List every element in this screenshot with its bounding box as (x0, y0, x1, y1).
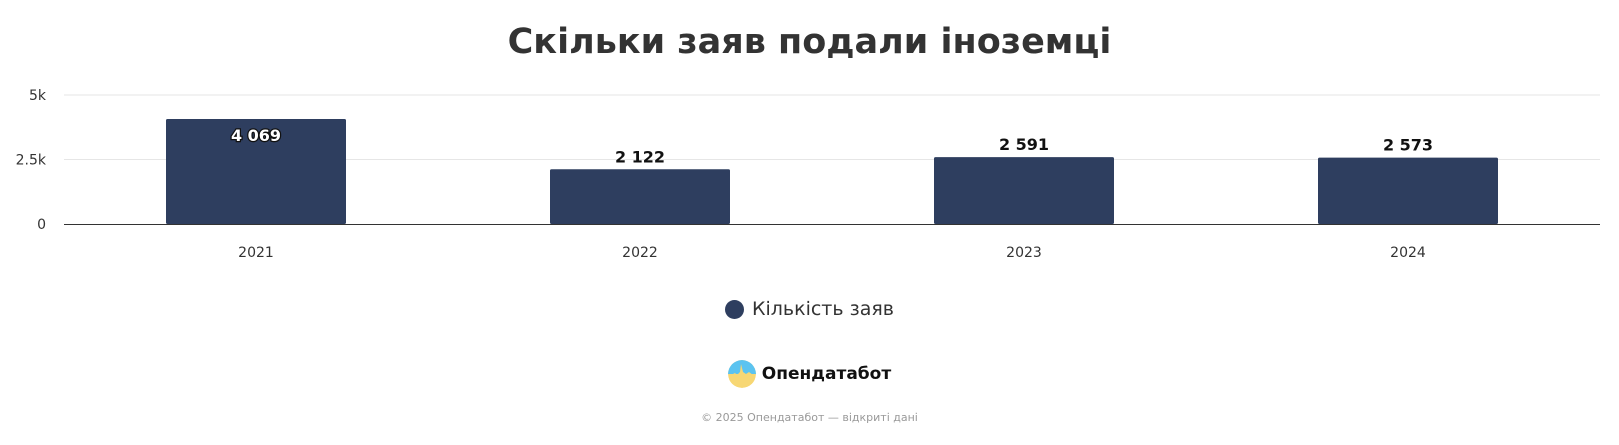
legend-label: Кількість заяв (752, 298, 894, 320)
data-label: 4 069 (231, 126, 281, 145)
data-label: 2 573 (1383, 136, 1433, 155)
bar (166, 119, 346, 224)
bar (934, 157, 1114, 224)
data-label: 2 122 (615, 147, 665, 166)
bar (1318, 157, 1498, 224)
y-tick-label: 0 (37, 217, 46, 233)
x-tick-label: 2022 (622, 245, 658, 261)
y-tick-label: 2.5k (16, 153, 47, 169)
x-tick-label: 2021 (238, 245, 274, 261)
bar (550, 169, 730, 224)
legend[interactable]: Кількість заяв (0, 298, 1619, 320)
legend-marker (725, 299, 744, 319)
opendatabot-logo-icon (727, 360, 756, 388)
brand-name: Опендатабот (761, 364, 892, 384)
x-tick-label: 2024 (1390, 245, 1426, 261)
data-label: 2 591 (999, 135, 1049, 154)
chart-title: Скільки заяв подали іноземці (507, 22, 1112, 62)
x-tick-label: 2023 (1006, 245, 1042, 261)
bar-chart: 0 2.5k 5k 4 069 2021 2 122 2022 2 591 2023 2 573 2… (16, 88, 1600, 261)
footer-copyright: © 2025 Опендатабот — відкриті дані (701, 411, 918, 424)
brand: Опендатабот (0, 360, 1619, 388)
y-tick-label: 5k (29, 88, 47, 104)
